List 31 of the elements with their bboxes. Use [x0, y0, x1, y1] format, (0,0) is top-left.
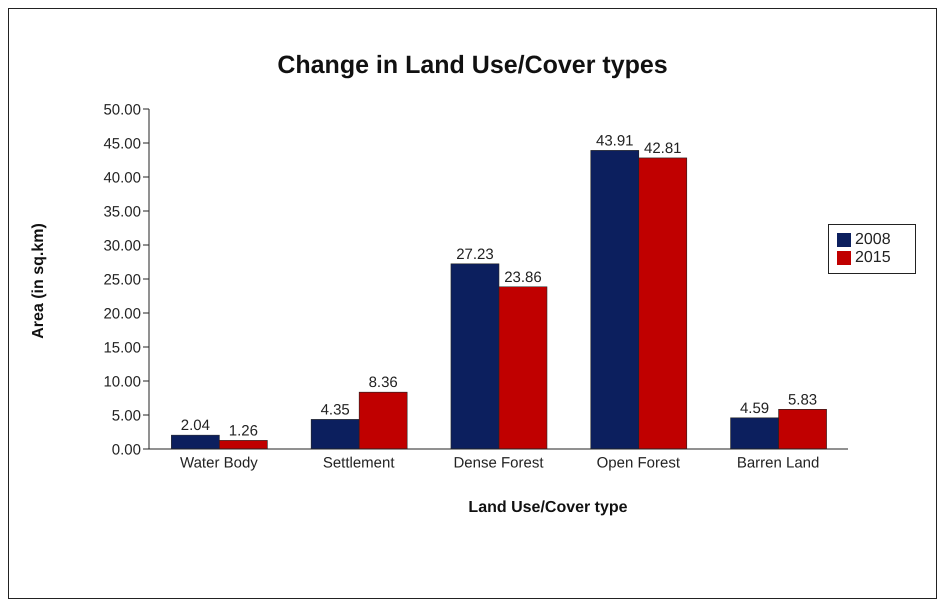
y-tick-label: 35.00	[103, 203, 141, 220]
data-label: 4.35	[320, 401, 350, 418]
chart-title: Change in Land Use/Cover types	[276, 51, 669, 80]
y-tick-label: 5.00	[112, 407, 141, 424]
y-tick-label: 25.00	[103, 271, 141, 288]
y-tick-label: 20.00	[103, 305, 141, 322]
y-tick-label: 45.00	[103, 135, 141, 152]
data-label: 8.36	[368, 374, 398, 392]
data-label: 43.91	[596, 132, 634, 150]
y-axis-title: Area (in sq.km)	[30, 223, 48, 339]
x-tick-label: Settlement	[322, 454, 396, 472]
data-label: 1.26	[228, 422, 258, 440]
y-tick-label: 50.00	[103, 101, 141, 118]
y-tick-label: 15.00	[103, 339, 141, 356]
x-tick-label: Open Forest	[596, 454, 681, 472]
x-axis-title: Land Use/Cover type	[467, 499, 629, 517]
y-tick-label: 10.00	[103, 373, 141, 390]
data-label: 2.04	[180, 417, 210, 434]
y-tick-label: 0.00	[112, 441, 141, 458]
y-tick-label: 30.00	[103, 237, 141, 254]
data-label: 42.81	[644, 140, 682, 157]
x-tick-label: Water Body	[180, 454, 258, 472]
data-label: 4.59	[740, 400, 770, 417]
legend-label: 2015	[855, 249, 891, 266]
data-label: 27.23	[456, 246, 494, 263]
legend-label: 2008	[855, 231, 891, 248]
x-tick-label: Barren Land	[736, 454, 820, 472]
data-label: 23.86	[504, 268, 542, 286]
data-label: 5.83	[788, 391, 818, 408]
x-tick-label: Dense Forest	[453, 454, 544, 472]
y-tick-label: 40.00	[103, 169, 141, 186]
